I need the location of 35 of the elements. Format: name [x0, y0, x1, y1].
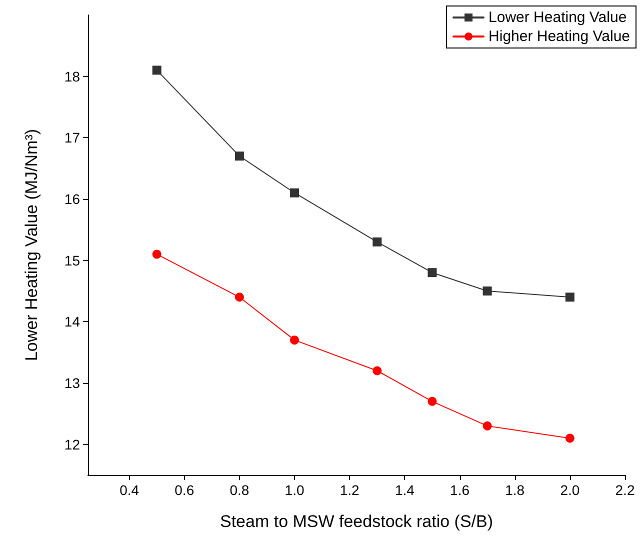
point: [428, 268, 437, 278]
x-axis-title: Steam to MSW feedstock ratio (S/B): [220, 512, 494, 531]
point: [482, 286, 492, 296]
x-tick-label: 1.8: [505, 482, 525, 498]
point: [152, 66, 162, 75]
point: [234, 292, 244, 302]
point: [234, 152, 244, 161]
y-tick-label: 16: [64, 191, 80, 207]
y-tick-label: 18: [64, 68, 80, 84]
x-tick-label: 0.6: [174, 482, 194, 498]
x-tick-label: 2.0: [560, 482, 580, 498]
x-tick-label: 0.8: [230, 482, 250, 498]
point: [565, 434, 574, 443]
point: [290, 188, 300, 198]
point: [565, 292, 574, 302]
x-tick-label: 1.4: [394, 482, 415, 498]
point: [428, 396, 437, 406]
x-tick-label: 1.0: [284, 482, 304, 498]
y-tick-label: 13: [64, 375, 80, 391]
y-tick-label: 17: [64, 130, 80, 146]
point: [372, 366, 382, 376]
x-tick-label: 2.2: [615, 482, 635, 498]
x-tick-label: 1.2: [340, 482, 360, 498]
point: [152, 250, 162, 259]
legend-label: Lower Heating Value: [488, 9, 627, 26]
y-tick-label: 14: [64, 314, 80, 330]
legend-label: Higher Heating Value: [488, 28, 630, 45]
point: [290, 336, 300, 345]
point: [482, 421, 492, 430]
y-tick-label: 12: [64, 436, 80, 452]
point: [372, 237, 382, 246]
y-tick-label: 15: [64, 252, 80, 268]
y-axis-title: Lower Heating Value (MJ/Nm³): [22, 128, 41, 362]
x-tick-label: 1.6: [450, 482, 470, 498]
x-tick-label: 0.4: [120, 482, 140, 498]
